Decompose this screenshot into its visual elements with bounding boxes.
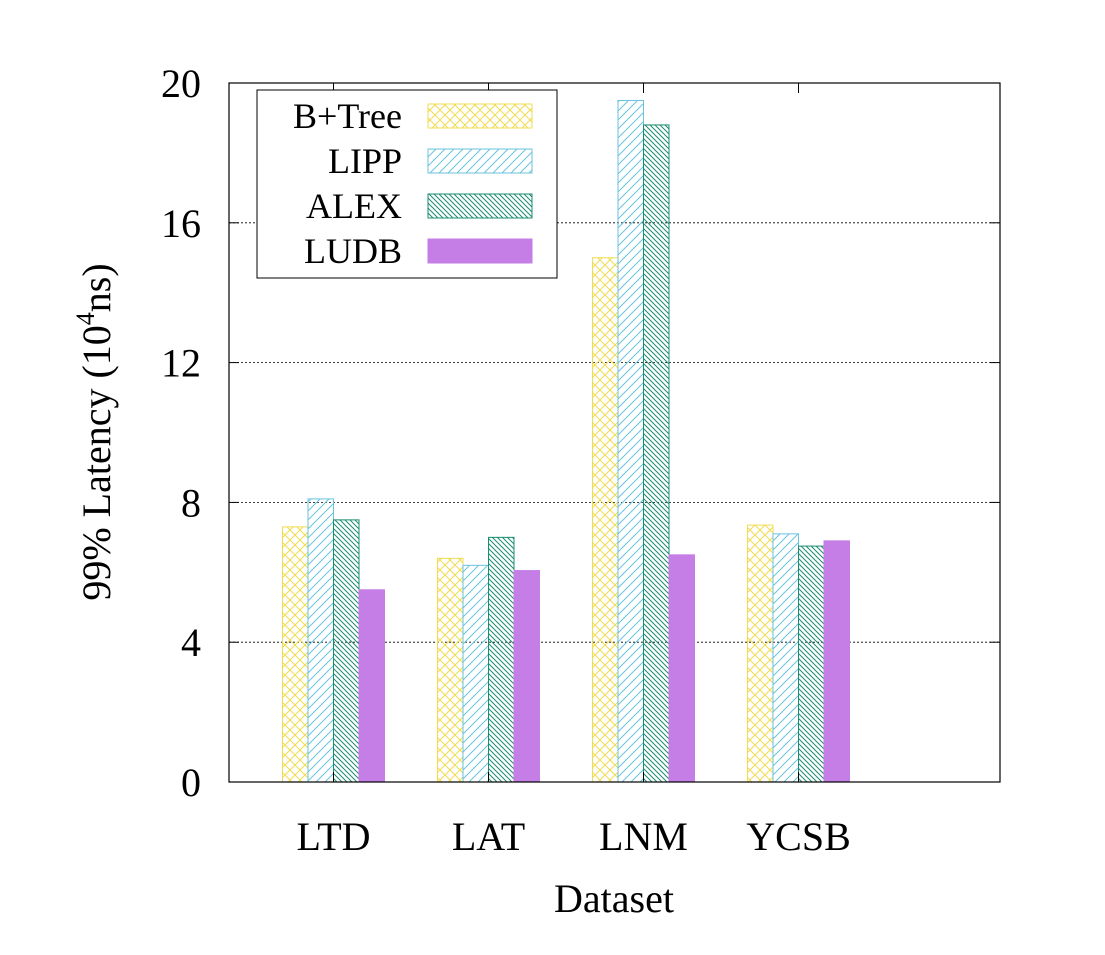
bar-b-tree-lat bbox=[437, 557, 464, 783]
legend-swatch bbox=[427, 193, 533, 219]
bars bbox=[282, 99, 850, 783]
bar-ludb-lnm bbox=[668, 554, 695, 783]
legend-label: LIPP bbox=[328, 141, 402, 181]
y-tick-label: 4 bbox=[181, 620, 201, 665]
legend-label: ALEX bbox=[306, 186, 402, 226]
x-axis-title: Dataset bbox=[554, 876, 674, 921]
bar-ludb-lat bbox=[513, 570, 540, 783]
y-axis-title-suffix: ns) bbox=[74, 263, 119, 312]
x-tick-label: YCSB bbox=[746, 814, 851, 859]
bar-lipp-lat bbox=[462, 564, 489, 783]
bar-alex-ltd bbox=[333, 519, 360, 783]
legend-swatch bbox=[427, 103, 533, 129]
bar-alex-lnm bbox=[643, 124, 670, 783]
y-axis-title: 99% Latency (104ns) bbox=[71, 263, 119, 600]
bar-lipp-ltd bbox=[307, 498, 334, 783]
y-tick-label: 8 bbox=[181, 480, 201, 525]
legend-label: LUDB bbox=[304, 231, 402, 271]
legend-swatch bbox=[427, 238, 533, 264]
bar-ludb-ycsb bbox=[823, 540, 850, 783]
y-tick-label: 12 bbox=[161, 341, 201, 386]
bar-ludb-ltd bbox=[358, 589, 385, 783]
bar-lipp-lnm bbox=[617, 99, 644, 783]
x-axis-ticks: LTD LAT LNM YCSB bbox=[296, 83, 851, 859]
bar-b-tree-ycsb bbox=[747, 524, 774, 783]
bar-b-tree-lnm bbox=[592, 257, 619, 783]
plot-frame bbox=[228, 82, 1001, 783]
bar-b-tree-ltd bbox=[282, 526, 309, 783]
bar-lipp-ycsb bbox=[772, 533, 799, 783]
legend: B+Tree LIPP ALEX LUDB bbox=[256, 89, 558, 279]
x-tick-label: LAT bbox=[452, 814, 525, 859]
y-tick-label: 16 bbox=[161, 201, 201, 246]
legend-label: B+Tree bbox=[293, 96, 402, 136]
y-axis-title-main: 99% Latency (10 bbox=[74, 325, 119, 600]
y-axis-title-superscript: 4 bbox=[71, 312, 100, 325]
bar-alex-lat bbox=[488, 536, 515, 783]
x-tick-label: LNM bbox=[599, 814, 688, 859]
y-tick-label: 20 bbox=[161, 61, 201, 106]
x-tick-label: LTD bbox=[296, 814, 370, 859]
bar-alex-ycsb bbox=[798, 545, 825, 783]
y-axis-ticks: 0 4 8 12 16 20 bbox=[161, 61, 1000, 805]
y-tick-label: 0 bbox=[181, 760, 201, 805]
legend-swatch bbox=[427, 148, 533, 174]
